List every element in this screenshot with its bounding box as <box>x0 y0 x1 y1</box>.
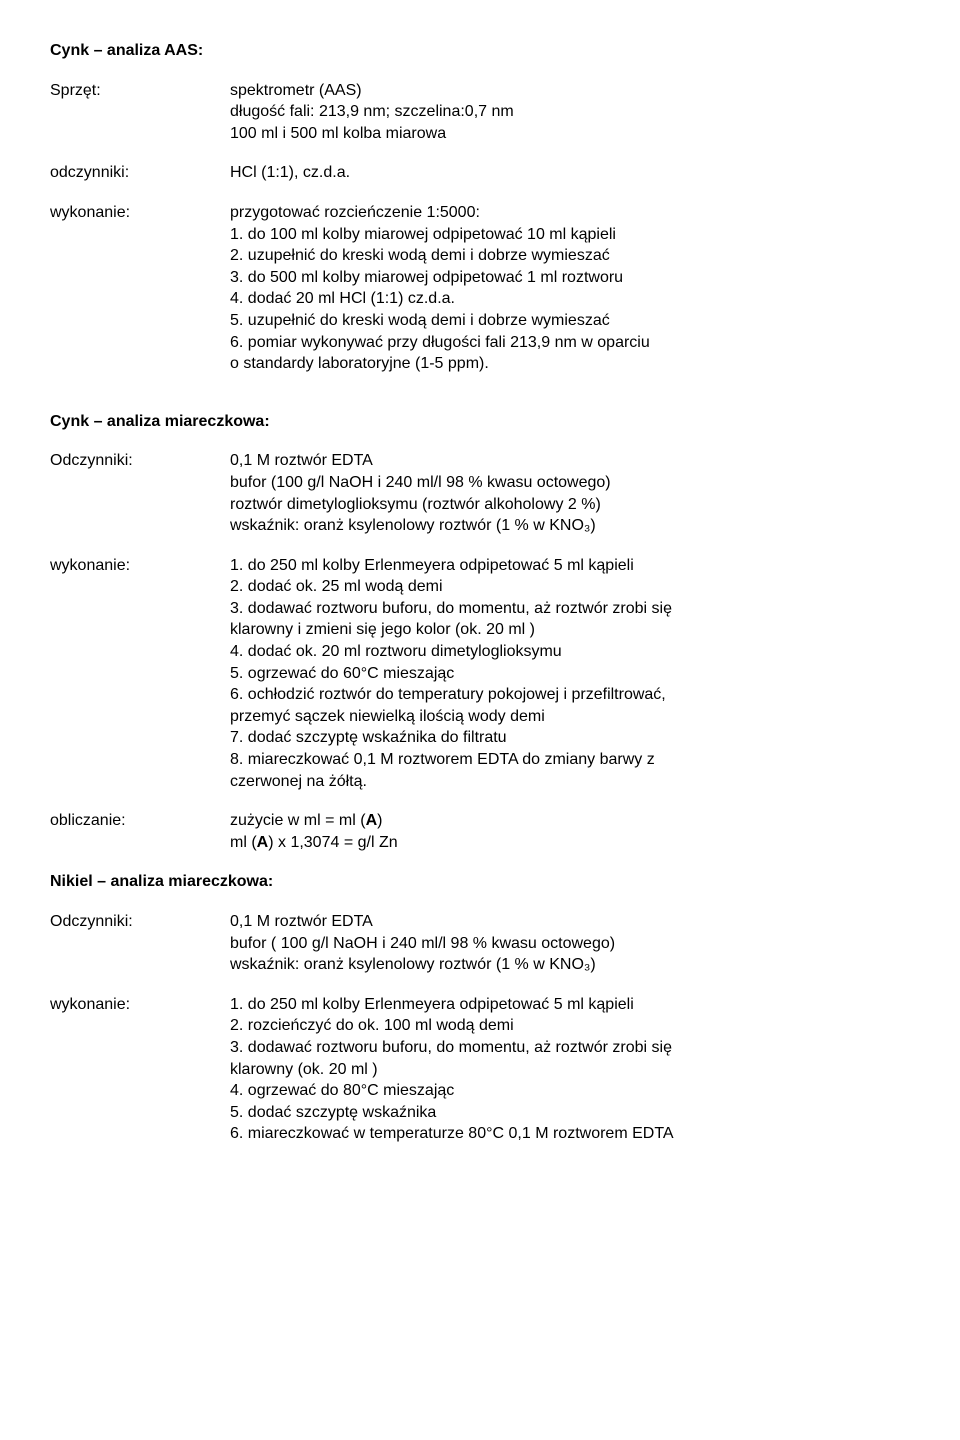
text-line: 3. dodawać roztworu buforu, do momentu, … <box>230 598 910 620</box>
content-execution: przygotować rozcieńczenie 1:5000: 1. do … <box>230 202 910 375</box>
row-execution: wykonanie: 1. do 250 ml kolby Erlenmeyer… <box>50 555 910 793</box>
text-line: przemyć sączek niewielką ilością wody de… <box>230 706 910 728</box>
text-line: 6. miareczkować w temperaturze 80°C 0,1 … <box>230 1123 910 1145</box>
row-reagents: odczynniki: HCl (1:1), cz.d.a. <box>50 162 910 184</box>
text-line: wskaźnik: oranż ksylenolowy roztwór (1 %… <box>230 954 910 976</box>
text-line: 5. dodać szczyptę wskaźnika <box>230 1102 910 1124</box>
text-span: ) x 1,3074 = g/l Zn <box>268 834 397 851</box>
text-line: 1. do 250 ml kolby Erlenmeyera odpipetow… <box>230 994 910 1016</box>
text-line: 3. do 500 ml kolby miarowej odpipetować … <box>230 267 910 289</box>
text-line: spektrometr (AAS) <box>230 80 910 102</box>
text-line: 4. dodać ok. 20 ml roztworu dimetyloglio… <box>230 641 910 663</box>
text-line: 1. do 100 ml kolby miarowej odpipetować … <box>230 224 910 246</box>
text-line: klarowny i zmieni się jego kolor (ok. 20… <box>230 619 910 641</box>
text-span: ) <box>377 812 382 829</box>
text-line: 6. ochłodzić roztwór do temperatury poko… <box>230 684 910 706</box>
text-line: długość fali: 213,9 nm; szczelina:0,7 nm <box>230 101 910 123</box>
text-line: czerwonej na żółtą. <box>230 771 910 793</box>
label-execution: wykonanie: <box>50 994 230 1145</box>
section-title-cynk-aas: Cynk – analiza AAS: <box>50 40 910 62</box>
content-reagents: 0,1 M roztwór EDTA bufor (100 g/l NaOH i… <box>230 450 910 536</box>
text-line: bufor ( 100 g/l NaOH i 240 ml/l 98 % kwa… <box>230 933 910 955</box>
text-line: 5. ogrzewać do 60°C mieszając <box>230 663 910 685</box>
row-calculation: obliczanie: zużycie w ml = ml (A) ml (A)… <box>50 810 910 853</box>
content-equipment: spektrometr (AAS) długość fali: 213,9 nm… <box>230 80 910 145</box>
text-line: 2. uzupełnić do kreski wodą demi i dobrz… <box>230 245 910 267</box>
text-line: 8. miareczkować 0,1 M roztworem EDTA do … <box>230 749 910 771</box>
text-span: zużycie w ml = ml ( <box>230 812 366 829</box>
label-execution: wykonanie: <box>50 202 230 375</box>
text-line: wskaźnik: oranż ksylenolowy roztwór (1 %… <box>230 515 910 537</box>
text-line: 1. do 250 ml kolby Erlenmeyera odpipetow… <box>230 555 910 577</box>
content-calculation: zużycie w ml = ml (A) ml (A) x 1,3074 = … <box>230 810 910 853</box>
row-execution: wykonanie: 1. do 250 ml kolby Erlenmeyer… <box>50 994 910 1145</box>
text-line: zużycie w ml = ml (A) <box>230 810 910 832</box>
label-reagents: odczynniki: <box>50 162 230 184</box>
text-line: ml (A) x 1,3074 = g/l Zn <box>230 832 910 854</box>
text-line: 100 ml i 500 ml kolba miarowa <box>230 123 910 145</box>
text-bold: A <box>366 812 378 829</box>
label-reagents: Odczynniki: <box>50 450 230 536</box>
text-line: roztwór dimetyloglioksymu (roztwór alkoh… <box>230 494 910 516</box>
text-line: 4. dodać 20 ml HCl (1:1) cz.d.a. <box>230 288 910 310</box>
text-line: 2. rozcieńczyć do ok. 100 ml wodą demi <box>230 1015 910 1037</box>
text-line: o standardy laboratoryjne (1-5 ppm). <box>230 353 910 375</box>
text-bold: A <box>257 834 269 851</box>
text-line: HCl (1:1), cz.d.a. <box>230 162 910 184</box>
text-line: przygotować rozcieńczenie 1:5000: <box>230 202 910 224</box>
section-title-cynk-miareczkowa: Cynk – analiza miareczkowa: <box>50 411 910 433</box>
content-reagents: HCl (1:1), cz.d.a. <box>230 162 910 184</box>
text-line: 5. uzupełnić do kreski wodą demi i dobrz… <box>230 310 910 332</box>
row-reagents: Odczynniki: 0,1 M roztwór EDTA bufor (10… <box>50 450 910 536</box>
row-reagents: Odczynniki: 0,1 M roztwór EDTA bufor ( 1… <box>50 911 910 976</box>
content-execution: 1. do 250 ml kolby Erlenmeyera odpipetow… <box>230 555 910 793</box>
text-line: bufor (100 g/l NaOH i 240 ml/l 98 % kwas… <box>230 472 910 494</box>
row-execution: wykonanie: przygotować rozcieńczenie 1:5… <box>50 202 910 375</box>
label-execution: wykonanie: <box>50 555 230 793</box>
text-line: 6. pomiar wykonywać przy długości fali 2… <box>230 332 910 354</box>
text-span: ml ( <box>230 834 257 851</box>
text-line: 0,1 M roztwór EDTA <box>230 450 910 472</box>
text-line: 4. ogrzewać do 80°C mieszając <box>230 1080 910 1102</box>
label-calculation: obliczanie: <box>50 810 230 853</box>
content-reagents: 0,1 M roztwór EDTA bufor ( 100 g/l NaOH … <box>230 911 910 976</box>
label-reagents: Odczynniki: <box>50 911 230 976</box>
section-title-nikiel-miareczkowa: Nikiel – analiza miareczkowa: <box>50 871 910 893</box>
text-line: 3. dodawać roztworu buforu, do momentu, … <box>230 1037 910 1059</box>
label-equipment: Sprzęt: <box>50 80 230 145</box>
content-execution: 1. do 250 ml kolby Erlenmeyera odpipetow… <box>230 994 910 1145</box>
text-line: 7. dodać szczyptę wskaźnika do filtratu <box>230 727 910 749</box>
text-line: 2. dodać ok. 25 ml wodą demi <box>230 576 910 598</box>
text-line: 0,1 M roztwór EDTA <box>230 911 910 933</box>
text-line: klarowny (ok. 20 ml ) <box>230 1059 910 1081</box>
row-equipment: Sprzęt: spektrometr (AAS) długość fali: … <box>50 80 910 145</box>
